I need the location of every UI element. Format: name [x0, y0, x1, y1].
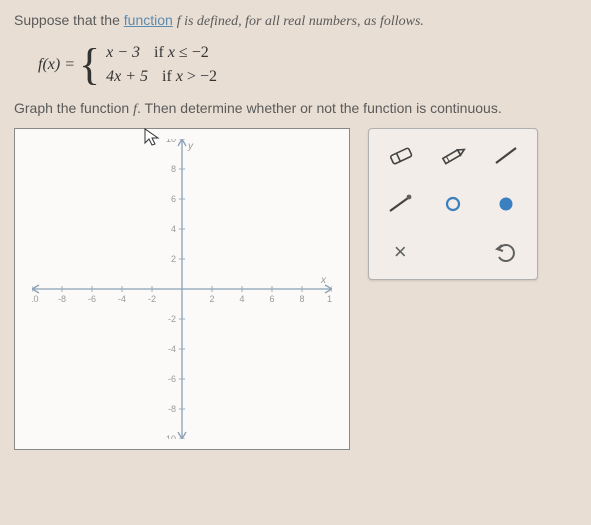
curly-brace: {	[79, 47, 100, 82]
svg-text:-4: -4	[168, 344, 176, 354]
equation-lhs: f(x) =	[38, 56, 75, 74]
piecewise-equation: f(x) = { x − 3 if x ≤ −2 4x + 5 if x > −…	[38, 44, 577, 86]
svg-text:-10: -10	[163, 434, 176, 439]
svg-text:x: x	[320, 275, 327, 286]
svg-text:-2: -2	[148, 294, 156, 304]
svg-text:-6: -6	[88, 294, 96, 304]
svg-text:y: y	[187, 141, 194, 152]
piece-1: x − 3 if x ≤ −2	[106, 44, 217, 62]
svg-text:8: 8	[299, 294, 304, 304]
eraser-tool[interactable]	[380, 139, 420, 173]
svg-text:-4: -4	[118, 294, 126, 304]
axes-svg: -10-8-6-4-2246810-10-8-6-4-2246810xy	[32, 139, 332, 439]
svg-text:10: 10	[327, 294, 332, 304]
svg-text:-6: -6	[168, 374, 176, 384]
piece-2: 4x + 5 if x > −2	[106, 68, 217, 86]
graph-instruction: Graph the function f. Then determine whe…	[14, 100, 577, 118]
pencil-tool[interactable]	[433, 139, 473, 173]
svg-text:-8: -8	[58, 294, 66, 304]
svg-text:-2: -2	[168, 314, 176, 324]
svg-text:2: 2	[171, 254, 176, 264]
undo-icon	[493, 239, 519, 265]
svg-text:2: 2	[209, 294, 214, 304]
intro-text: Suppose that the function f is defined, …	[14, 12, 577, 30]
svg-text:6: 6	[171, 194, 176, 204]
pencil-icon	[437, 143, 469, 169]
svg-text:10: 10	[166, 139, 176, 144]
undo-tool[interactable]	[486, 235, 526, 269]
ray-icon	[384, 191, 416, 217]
segment-icon	[490, 143, 522, 169]
clear-icon: ×	[394, 239, 407, 265]
function-link[interactable]: function	[124, 12, 173, 28]
svg-text:4: 4	[239, 294, 244, 304]
open-point-tool[interactable]	[433, 187, 473, 221]
segment-tool[interactable]	[486, 139, 526, 173]
svg-text:8: 8	[171, 164, 176, 174]
closed-point-icon	[493, 191, 519, 217]
svg-text:4: 4	[171, 224, 176, 234]
ray-tool[interactable]	[380, 187, 420, 221]
closed-point-tool[interactable]	[486, 187, 526, 221]
svg-text:-8: -8	[168, 404, 176, 414]
eraser-icon	[384, 143, 416, 169]
clear-tool[interactable]: ×	[380, 235, 420, 269]
drawing-toolbar: ×	[368, 128, 538, 280]
plot-frame[interactable]: -10-8-6-4-2246810-10-8-6-4-2246810xy	[14, 128, 350, 450]
cursor-icon	[143, 127, 161, 147]
open-point-icon	[440, 191, 466, 217]
svg-text:-10: -10	[32, 294, 39, 304]
coordinate-plane[interactable]: -10-8-6-4-2246810-10-8-6-4-2246810xy	[32, 139, 332, 439]
svg-text:6: 6	[269, 294, 274, 304]
